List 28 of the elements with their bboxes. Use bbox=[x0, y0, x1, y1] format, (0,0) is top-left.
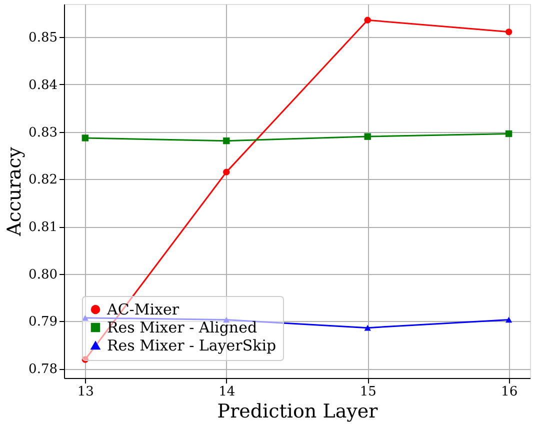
point bbox=[505, 130, 512, 138]
x-tick-label: 16 bbox=[501, 384, 518, 400]
y-tick-label: 0.78 bbox=[28, 362, 58, 378]
x-tick-label: 14 bbox=[218, 384, 236, 400]
point bbox=[82, 134, 89, 142]
y-tick-label: 0.83 bbox=[28, 125, 58, 140]
legend-label: Res Mixer - Aligned bbox=[107, 318, 258, 336]
point bbox=[364, 16, 371, 24]
point bbox=[82, 314, 89, 321]
y-tick-label: 0.79 bbox=[28, 314, 58, 330]
y-tick-label: 0.82 bbox=[28, 172, 58, 188]
legend-label: Res Mixer - LayerSkip bbox=[107, 336, 276, 354]
point bbox=[223, 137, 230, 144]
point bbox=[223, 168, 230, 176]
y-tick-label: 0.85 bbox=[28, 30, 58, 46]
x-axis-title: Prediction Layer bbox=[217, 400, 379, 422]
point bbox=[82, 356, 89, 363]
point bbox=[505, 316, 512, 323]
x-tick-label: 15 bbox=[360, 384, 376, 400]
point bbox=[505, 28, 512, 36]
point bbox=[364, 324, 371, 331]
x-tick-label: 13 bbox=[77, 384, 94, 400]
y-tick-label: 0.80 bbox=[28, 267, 58, 282]
legend-label: AC-Mixer bbox=[106, 300, 180, 318]
point bbox=[364, 133, 371, 140]
y-axis-title: Accuracy bbox=[4, 146, 26, 238]
y-tick-label: 0.81 bbox=[28, 220, 58, 236]
y-tick-label: 0.84 bbox=[28, 78, 58, 93]
